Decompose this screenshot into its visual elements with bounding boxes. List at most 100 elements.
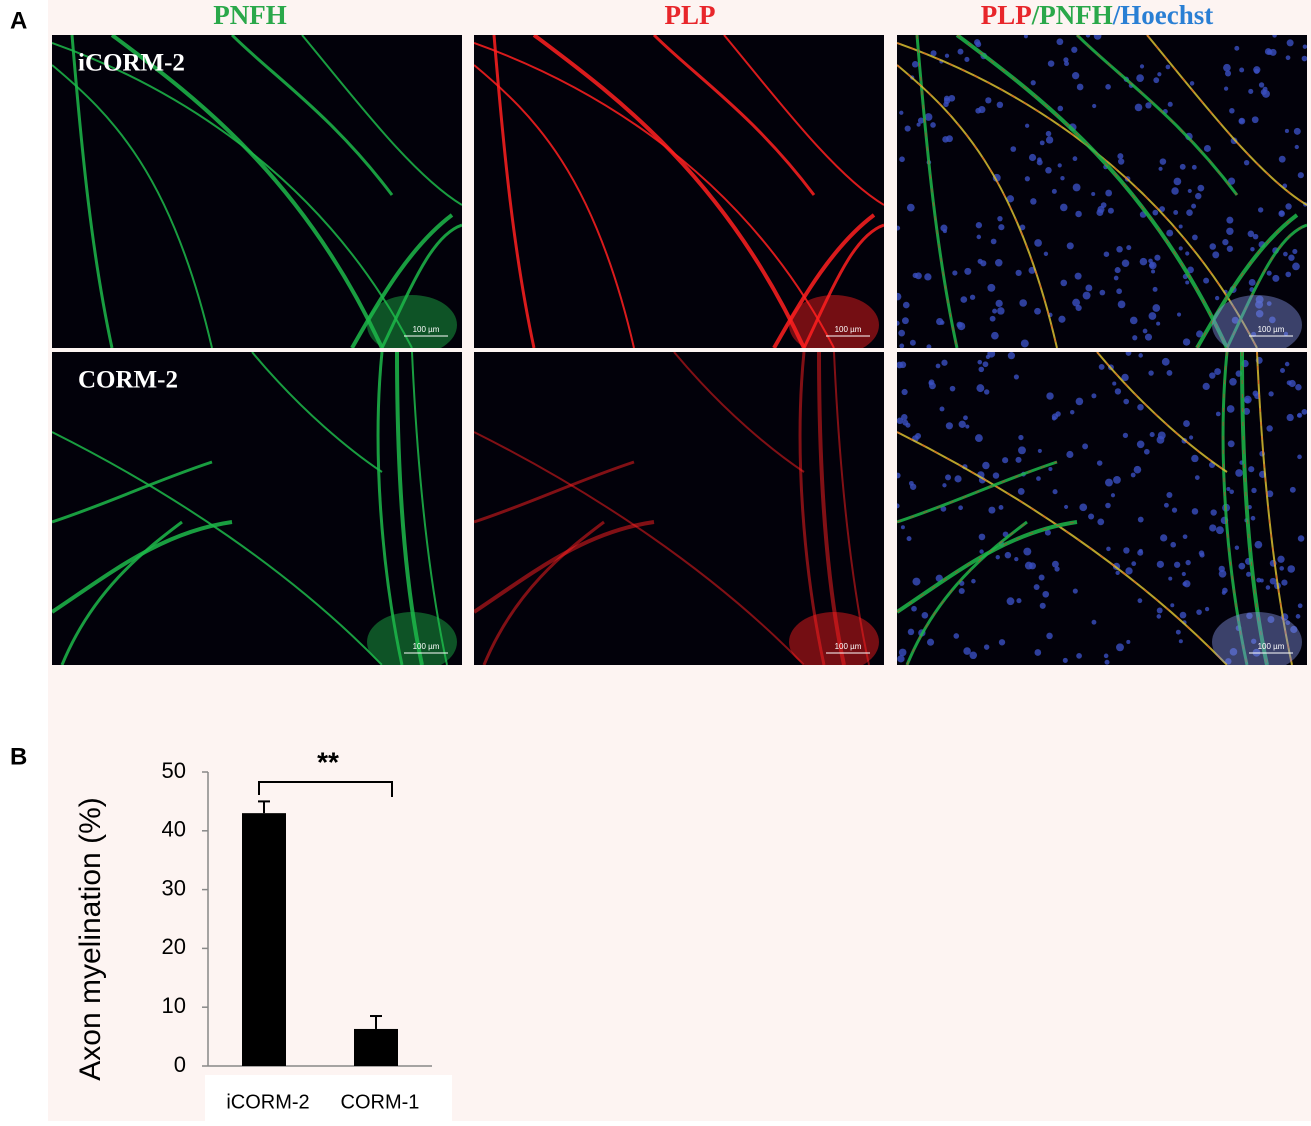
fiber [1221, 352, 1249, 665]
nucleus [1210, 509, 1217, 516]
nucleus [1191, 508, 1199, 515]
nucleus [982, 461, 990, 470]
nucleus [1121, 373, 1129, 382]
nucleus [1039, 602, 1046, 609]
micrograph: 100 µm [897, 352, 1307, 665]
nucleus [1043, 251, 1049, 256]
nucleus [1183, 420, 1190, 427]
nucleus [1226, 227, 1234, 236]
nucleus [1226, 405, 1235, 413]
nucleus [1039, 140, 1045, 146]
nucleus [1156, 614, 1162, 619]
nucleus [912, 577, 921, 586]
y-tick-label: 40 [162, 817, 186, 842]
nucleus [1024, 176, 1030, 182]
nucleus [1255, 295, 1264, 304]
fiber [52, 64, 213, 348]
nucleus [1149, 261, 1157, 270]
nucleus [906, 203, 915, 212]
panel-label: B [10, 743, 27, 770]
nucleus [926, 344, 932, 348]
nucleus [1149, 432, 1155, 438]
header-part: PLP [981, 0, 1032, 30]
nucleus [1223, 86, 1229, 91]
nucleus [898, 329, 905, 337]
nucleus [1163, 502, 1169, 508]
nucleus [1137, 403, 1144, 411]
nucleus [1173, 210, 1179, 215]
scale-bar-label: 100 µm [413, 642, 440, 651]
nucleus [1110, 493, 1116, 498]
nucleus [997, 215, 1003, 222]
nucleus [1225, 70, 1232, 77]
nucleus [942, 483, 947, 488]
nucleus [1272, 35, 1277, 38]
nucleus [975, 222, 983, 229]
nucleus [917, 117, 925, 124]
nucleus [897, 320, 900, 326]
scale-bar-label: 100 µm [1258, 325, 1285, 334]
nucleus [1085, 284, 1093, 292]
nucleus [957, 48, 964, 55]
nucleus [1060, 175, 1065, 181]
nucleus [1226, 216, 1234, 224]
nucleus [1198, 550, 1205, 556]
fiber [673, 352, 805, 473]
nucleus [1161, 357, 1170, 366]
nucleus [1132, 335, 1138, 341]
nucleus [1117, 300, 1126, 309]
nucleus [1182, 534, 1188, 540]
fiber [1146, 35, 1307, 206]
scale-bar-label: 100 µm [413, 325, 440, 334]
nucleus [1251, 638, 1257, 644]
fiber [474, 431, 805, 665]
nucleus [1203, 144, 1211, 152]
fiber [52, 460, 213, 524]
header-part: / [1112, 0, 1121, 30]
nucleus [1138, 548, 1143, 553]
nucleus [1071, 46, 1078, 53]
nucleus [977, 258, 983, 264]
nucleus [1202, 382, 1210, 391]
fiber [1096, 352, 1228, 473]
nucleus [1143, 448, 1150, 455]
fiber [1240, 352, 1269, 665]
nucleus [936, 317, 944, 326]
nucleus [909, 483, 917, 490]
nucleus [969, 294, 976, 300]
nucleus [1185, 559, 1191, 566]
cell-cluster [789, 612, 879, 665]
nucleus [979, 549, 984, 554]
cell-cluster [367, 295, 457, 348]
nucleus [1072, 588, 1078, 594]
nucleus [1015, 269, 1022, 276]
nucleus [1037, 157, 1042, 162]
nucleus [924, 273, 932, 281]
nucleus [941, 359, 948, 366]
fiber [70, 35, 114, 348]
significance-bracket [258, 781, 393, 797]
fiber [376, 352, 404, 665]
nucleus [1267, 616, 1275, 623]
fiber [395, 352, 424, 665]
nucleus [1222, 239, 1229, 246]
nucleus [907, 628, 915, 636]
nucleus [1136, 440, 1145, 449]
nucleus [1024, 123, 1030, 128]
nucleus [1173, 561, 1181, 568]
nucleus [1294, 144, 1299, 150]
scale-bar-label: 100 µm [835, 642, 862, 651]
nucleus [1301, 408, 1307, 415]
nucleus [969, 651, 978, 660]
nucleus [1283, 331, 1289, 336]
nucleus [1076, 83, 1084, 91]
nucleus [1152, 304, 1161, 312]
nucleus [1295, 614, 1301, 619]
fiber [60, 520, 183, 665]
nucleus [1148, 258, 1153, 264]
nucleus [1292, 248, 1298, 254]
nucleus [1056, 38, 1064, 46]
nucleus [987, 283, 996, 292]
nucleus [911, 61, 919, 68]
nucleus [995, 554, 1000, 560]
